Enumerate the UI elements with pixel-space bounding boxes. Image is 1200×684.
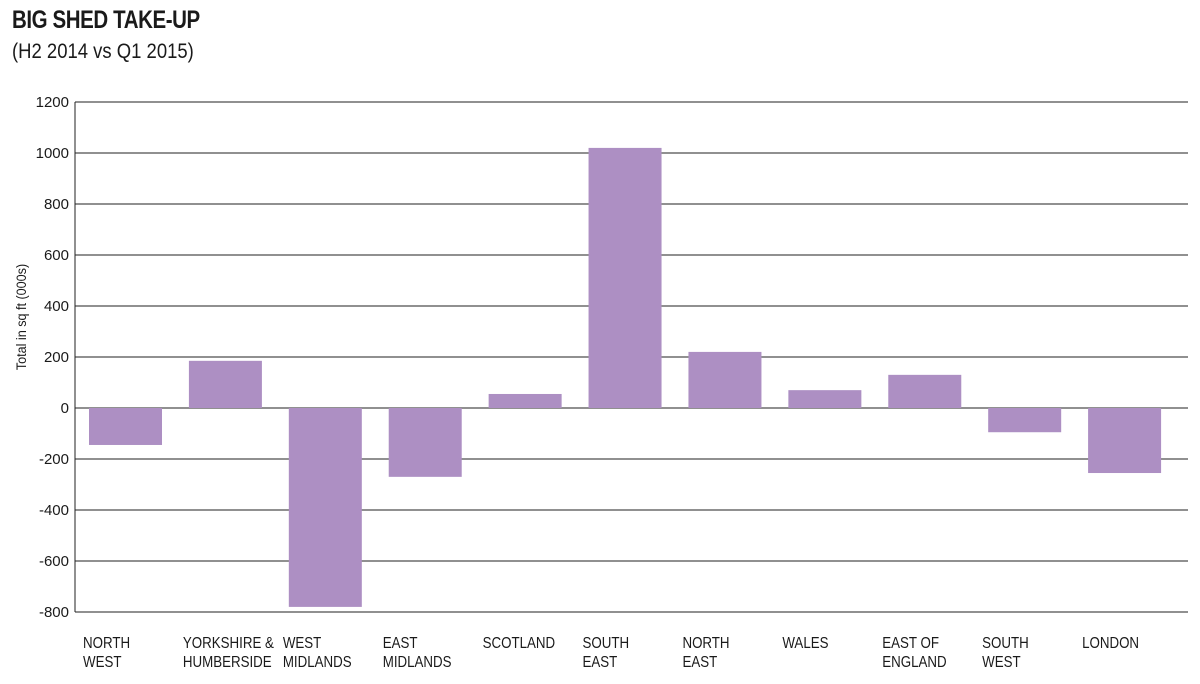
category-label: EAST OF ENGLAND bbox=[882, 635, 946, 671]
bar bbox=[488, 393, 562, 408]
category-label: YORKSHIRE & HUMBERSIDE bbox=[183, 635, 274, 671]
bar bbox=[688, 351, 762, 408]
bar bbox=[89, 408, 162, 445]
y-tick-label: -800 bbox=[39, 604, 69, 621]
bar bbox=[388, 408, 462, 477]
y-tick-label: 0 bbox=[61, 400, 69, 417]
category-label: SOUTH EAST bbox=[583, 635, 630, 671]
y-tick-label: 600 bbox=[44, 247, 69, 264]
y-tick-label: 200 bbox=[44, 349, 69, 366]
chart-subtitle: (H2 2014 vs Q1 2015) bbox=[12, 40, 194, 63]
y-tick-label: -400 bbox=[39, 502, 69, 519]
category-label: NORTH WEST bbox=[83, 635, 130, 671]
y-tick-label: 1000 bbox=[36, 145, 69, 162]
y-tick-label: 400 bbox=[44, 298, 69, 315]
bar bbox=[188, 360, 262, 408]
y-tick-label: 1200 bbox=[36, 94, 69, 111]
category-label: WEST MIDLANDS bbox=[283, 635, 352, 671]
y-tick-label: -200 bbox=[39, 451, 69, 468]
bar bbox=[588, 147, 662, 408]
bar bbox=[1088, 408, 1162, 474]
category-label: NORTH EAST bbox=[682, 635, 729, 671]
chart-title: BIG SHED TAKE-UP bbox=[12, 6, 200, 34]
bar bbox=[288, 408, 362, 607]
category-label: EAST MIDLANDS bbox=[383, 635, 452, 671]
y-axis-label: Total in sq ft (000s) bbox=[13, 264, 29, 370]
bars bbox=[89, 147, 1162, 607]
category-label: SOUTH WEST bbox=[982, 635, 1029, 671]
bar bbox=[888, 374, 962, 408]
bar bbox=[788, 390, 862, 408]
y-tick-label: 800 bbox=[44, 196, 69, 213]
category-label: WALES bbox=[782, 635, 828, 652]
bar bbox=[988, 408, 1062, 433]
category-label: SCOTLAND bbox=[483, 635, 556, 652]
y-tick-labels: 1200 1000 800 600 400 200 0 -200 -400 -600 -800 bbox=[36, 94, 69, 621]
y-tick-label: -600 bbox=[39, 553, 69, 570]
category-label: LONDON bbox=[1082, 635, 1139, 652]
